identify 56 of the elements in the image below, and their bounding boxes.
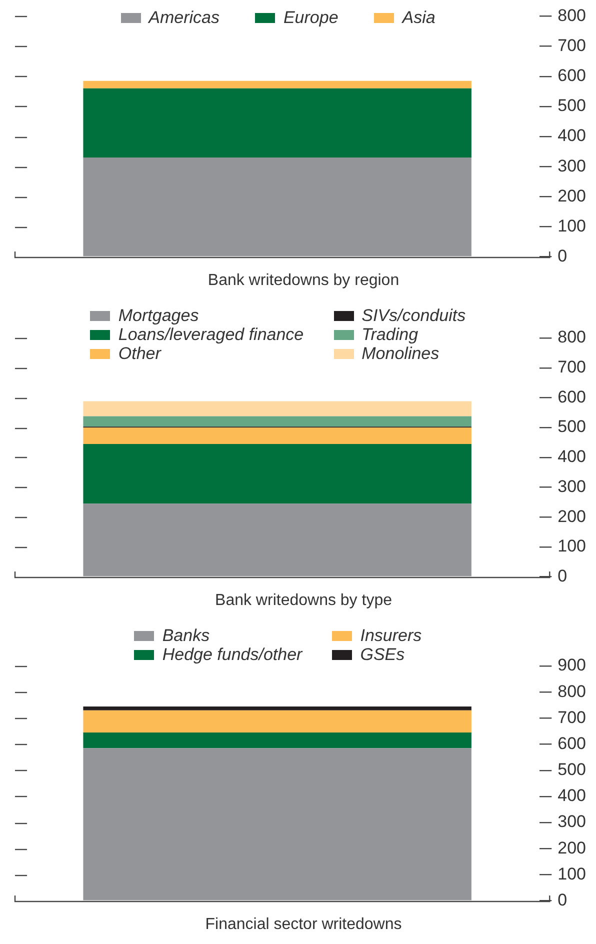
y-tick-label: 500 [558,760,586,780]
y-tick-label: 0 [558,890,568,910]
y-tick-label: 100 [558,536,586,556]
y-tick-label: 600 [558,734,586,753]
bar [83,732,472,748]
bar [83,401,472,416]
legend-label: Other [118,344,161,363]
legend-label: GSEs [360,645,405,664]
legend-label: Insurers [360,626,422,645]
y-tick-label: 300 [558,476,586,496]
y-tick-label: 500 [558,96,586,116]
bar [83,444,472,504]
y-tick-label: 700 [558,36,586,55]
y-tick-label: 400 [558,786,586,806]
y-tick-label: 700 [558,358,586,377]
bar [83,80,472,88]
text: Financial sector writedowns [205,916,402,933]
bar [83,706,472,710]
y-tick-label: 200 [558,186,586,206]
y-tick-label: 200 [558,838,586,858]
legend-label: Loans/leveraged finance [118,325,304,344]
legend-label: Europe [283,8,338,27]
legend-label: SIVs/conduits [362,306,466,325]
y-tick-label: 400 [558,126,586,146]
legend-label: Banks [162,626,210,645]
text: Bank writedowns by region [208,272,400,289]
y-tick-label: 300 [558,156,586,176]
y-tick-label: 600 [558,66,586,86]
bar [83,504,472,576]
y-tick-label: 600 [558,387,586,406]
legend-label: Hedge funds/other [162,645,302,664]
y-tick-label: 0 [558,566,568,586]
y-tick-label: 300 [558,812,586,832]
y-tick-label: 400 [558,447,586,466]
legend-label: Americas [148,8,220,27]
y-tick-label: 0 [558,246,568,266]
y-tick-label: 500 [558,417,586,436]
y-tick-label: 700 [558,708,586,727]
bar [83,88,472,158]
bar [83,416,472,427]
y-tick-label: 800 [558,328,586,347]
bar [83,428,472,444]
legend-label: Asia [402,8,436,27]
legend-label: Trading [362,325,418,344]
text: Bank writedowns by type [215,592,392,609]
y-tick-label: 800 [558,6,586,25]
bar [83,158,472,256]
y-tick-label: 100 [558,864,586,884]
legend-label: Mortgages [118,306,199,325]
bar [83,710,472,733]
y-tick-label: 800 [558,682,586,701]
bar [83,748,472,900]
y-tick-label: 200 [558,506,586,526]
y-tick-label: 100 [558,216,586,236]
y-tick-label: 900 [558,656,586,675]
legend-label: Monolines [362,344,440,363]
